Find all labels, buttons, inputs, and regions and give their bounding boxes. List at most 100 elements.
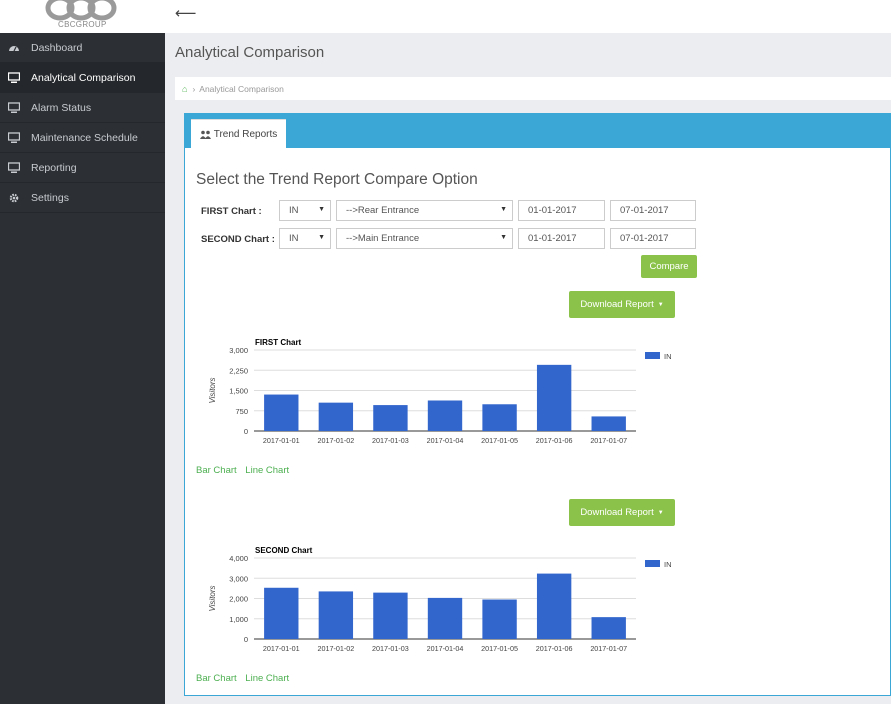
sidebar-item-dashboard[interactable]: Dashboard: [0, 33, 165, 63]
chevron-down-icon: ▼: [318, 234, 325, 241]
download-report-button-second[interactable]: Download Report ▼: [569, 499, 675, 526]
download-report-button-first[interactable]: Download Report ▼: [569, 291, 675, 318]
bar: [482, 404, 517, 431]
breadcrumb-separator: ›: [192, 83, 196, 94]
legend-swatch: [645, 352, 660, 359]
x-tick-label: 2017-01-02: [317, 436, 354, 445]
bar: [427, 597, 463, 639]
y-tick-label: 2,000: [229, 595, 248, 604]
first-chart: FIRST Chart 0 750 1,500 2,250 3,000 Visitors 20…: [208, 338, 672, 445]
y-tick-label: 3,000: [229, 574, 248, 583]
home-icon[interactable]: ⌂: [182, 83, 188, 94]
y-axis-label: Visitors: [208, 377, 217, 403]
second-start-date-input[interactable]: 01-01-2017: [518, 228, 605, 249]
bar-chart-link[interactable]: Bar Chart: [196, 465, 237, 476]
bar: [264, 394, 299, 431]
bar: [318, 591, 354, 639]
x-tick-label: 2017-01-05: [481, 644, 518, 653]
y-tick-label: 0: [244, 427, 248, 436]
legend-label: IN: [664, 352, 672, 361]
logo-text: CBCGROUP: [58, 20, 107, 29]
bar: [591, 416, 626, 431]
y-tick-label: 2,250: [229, 366, 248, 375]
line-chart-link[interactable]: Line Chart: [245, 673, 290, 684]
y-tick-label: 750: [235, 407, 248, 416]
x-tick-label: 2017-01-01: [263, 436, 300, 445]
sidebar-item-label: Settings: [31, 191, 69, 204]
second-end-date-value: 07-01-2017: [620, 233, 669, 244]
chevron-down-icon: ▼: [318, 206, 325, 213]
gear-icon: [9, 193, 19, 202]
second-chart-type-links: Bar Chart Line Chart: [196, 673, 295, 684]
line-chart-link[interactable]: Line Chart: [245, 465, 290, 476]
x-tick-label: 2017-01-07: [590, 436, 627, 445]
bar-chart-link[interactable]: Bar Chart: [196, 673, 237, 684]
sidebar-item-reporting[interactable]: Reporting: [0, 153, 165, 183]
monitor-icon: [8, 161, 20, 173]
x-tick-label: 2017-01-01: [263, 644, 300, 653]
tab-trend-reports[interactable]: Trend Reports: [191, 119, 286, 148]
back-arrow-icon[interactable]: ⟵: [175, 5, 197, 22]
y-axis-label: Visitors: [208, 585, 217, 611]
section-title: Select the Trend Report Compare Option: [196, 171, 478, 188]
y-tick-label: 3,000: [229, 346, 248, 355]
x-tick-label: 2017-01-05: [481, 436, 518, 445]
panel-header: Trend Reports: [185, 114, 890, 148]
download-report-label: Download Report: [580, 507, 654, 518]
sidebar-item-maintenance-schedule[interactable]: Maintenance Schedule: [0, 123, 165, 153]
legend-swatch: [645, 560, 660, 567]
sidebar-item-settings[interactable]: Settings: [0, 183, 165, 213]
first-end-date-input[interactable]: 07-01-2017: [610, 200, 696, 221]
x-tick-label: 2017-01-04: [427, 436, 464, 445]
bar: [373, 405, 408, 431]
second-chart: SECOND Chart 0 1,000 2,000 3,000 4,000 Visitor…: [208, 546, 672, 653]
sidebar-item-label: Reporting: [31, 161, 77, 174]
download-report-label: Download Report: [580, 299, 654, 310]
tab-label: Trend Reports: [213, 128, 278, 140]
first-chart-type-links: Bar Chart Line Chart: [196, 465, 295, 476]
y-tick-label: 1,500: [229, 387, 248, 396]
y-tick-label: 1,000: [229, 615, 248, 624]
chart-title: FIRST Chart: [255, 338, 302, 347]
x-tick-label: 2017-01-03: [372, 644, 409, 653]
x-tick-label: 2017-01-06: [536, 644, 573, 653]
caret-down-icon: ▼: [657, 301, 664, 308]
second-start-date-value: 01-01-2017: [528, 233, 577, 244]
chevron-down-icon: ▼: [500, 234, 507, 241]
second-direction-value: IN: [289, 233, 299, 244]
sidebar-item-alarm-status[interactable]: Alarm Status: [0, 93, 165, 123]
bar: [482, 599, 517, 639]
monitor-icon: [8, 131, 20, 143]
second-end-date-input[interactable]: 07-01-2017: [610, 228, 696, 249]
first-direction-select[interactable]: IN ▼: [279, 200, 331, 221]
users-icon: [199, 130, 211, 139]
x-tick-label: 2017-01-03: [372, 436, 409, 445]
top-bar: CBCGROUP ⟵: [0, 0, 891, 33]
legend-label: IN: [664, 560, 672, 569]
page-title: Analytical Comparison: [175, 44, 325, 61]
sidebar-item-label: Alarm Status: [31, 101, 92, 114]
first-location-select[interactable]: -->Rear Entrance ▼: [336, 200, 513, 221]
first-chart-label: FIRST Chart :: [201, 206, 262, 217]
y-tick-label: 0: [244, 635, 248, 644]
breadcrumb-current: Analytical Comparison: [199, 83, 284, 94]
second-direction-select[interactable]: IN ▼: [279, 228, 331, 249]
first-start-date-value: 01-01-2017: [528, 205, 577, 216]
sidebar-item-label: Maintenance Schedule: [31, 131, 138, 144]
trend-report-panel: Trend Reports Select the Trend Report Co…: [184, 113, 891, 696]
bar: [591, 617, 626, 639]
x-tick-label: 2017-01-06: [536, 436, 573, 445]
first-start-date-input[interactable]: 01-01-2017: [518, 200, 605, 221]
x-tick-label: 2017-01-04: [427, 644, 464, 653]
bar: [318, 402, 354, 431]
bar: [373, 592, 408, 639]
sidebar: Dashboard Analytical Comparison Alarm St…: [0, 33, 165, 704]
y-tick-label: 4,000: [229, 554, 248, 563]
first-location-value: -->Rear Entrance: [346, 205, 420, 216]
second-location-value: -->Main Entrance: [346, 233, 420, 244]
compare-button[interactable]: Compare: [641, 255, 697, 278]
second-location-select[interactable]: -->Main Entrance ▼: [336, 228, 513, 249]
sidebar-item-analytical-comparison[interactable]: Analytical Comparison: [0, 63, 165, 93]
breadcrumb: ⌂ › Analytical Comparison: [175, 77, 891, 100]
brand-logo[interactable]: [40, 0, 122, 33]
